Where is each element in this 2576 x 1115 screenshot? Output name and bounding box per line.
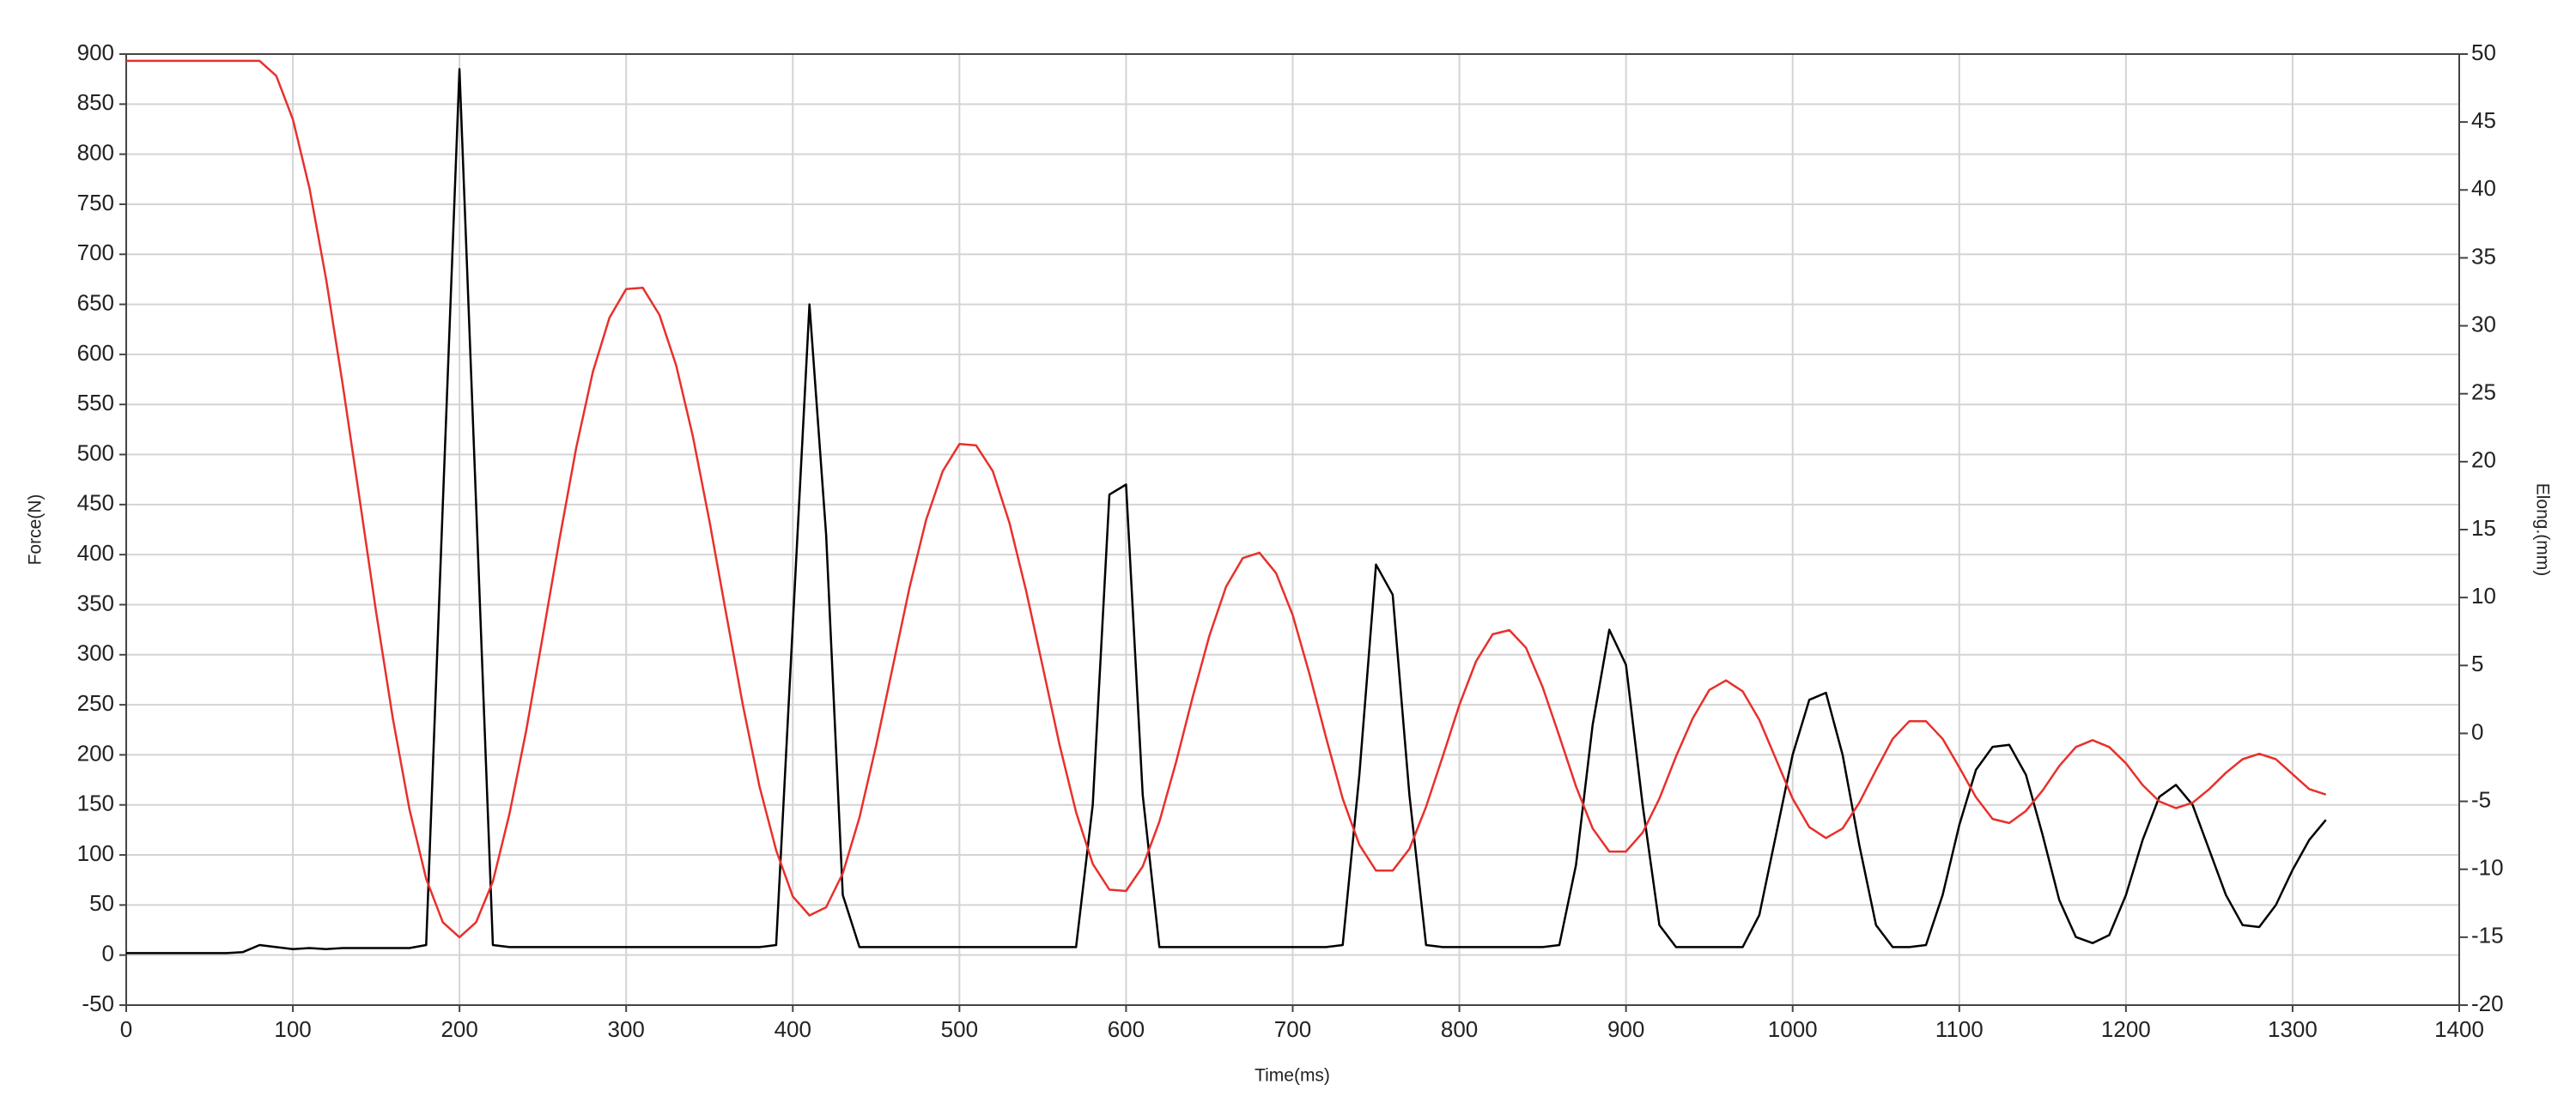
x-tick-label: 1100 xyxy=(1935,1016,1984,1042)
data-line xyxy=(126,59,2327,939)
y-tick-label: 150 xyxy=(77,791,114,816)
y2-tick-label: 35 xyxy=(2471,243,2496,269)
x-tick-label: 0 xyxy=(120,1016,132,1042)
y2-axis-title: Elong.(mm) xyxy=(2532,483,2552,577)
y-tick-label: 400 xyxy=(77,540,114,566)
y-tick-label: 250 xyxy=(77,690,114,716)
y-axis-title: Force(N) xyxy=(26,494,46,566)
y2-tick-label: 40 xyxy=(2471,175,2496,201)
plot-frame xyxy=(125,53,2460,1006)
y2-tick-label: -20 xyxy=(2471,991,2504,1016)
y2-tick-label: -15 xyxy=(2471,923,2504,948)
y2-tick-label: -10 xyxy=(2471,855,2504,881)
x-tick-label: 1200 xyxy=(2101,1016,2151,1042)
y-tick-label: 200 xyxy=(77,740,114,766)
y2-tick-label: 30 xyxy=(2471,311,2496,336)
y-tick-label: -50 xyxy=(82,991,114,1016)
x-tick-label: 1000 xyxy=(1768,1016,1818,1042)
y-tick-label: 850 xyxy=(77,89,114,115)
x-tick-label: 200 xyxy=(440,1016,477,1042)
x-tick-label: 400 xyxy=(775,1016,811,1042)
y2-tick-label: 5 xyxy=(2471,651,2483,676)
x-tick-label: 600 xyxy=(1108,1016,1145,1042)
y2-tick-label: 20 xyxy=(2471,447,2496,473)
y2-tick-label: 25 xyxy=(2471,379,2496,405)
y2-tick-label: 10 xyxy=(2471,583,2496,609)
y-tick-label: 0 xyxy=(102,941,114,967)
y-tick-label: 750 xyxy=(77,190,114,215)
y2-tick-label: 0 xyxy=(2471,718,2483,744)
y-tick-label: 800 xyxy=(77,140,114,166)
x-tick-label: 700 xyxy=(1274,1016,1311,1042)
y2-tick-label: 45 xyxy=(2471,107,2496,133)
y-tick-label: 600 xyxy=(77,340,114,366)
x-tick-label: 800 xyxy=(1441,1016,1478,1042)
data-line xyxy=(126,68,2327,954)
y-tick-label: 350 xyxy=(77,590,114,615)
y-tick-label: 650 xyxy=(77,289,114,315)
y-tick-label: 300 xyxy=(77,640,114,666)
y2-tick-label: 50 xyxy=(2471,39,2496,65)
y-tick-label: 50 xyxy=(89,890,114,916)
x-tick-label: 500 xyxy=(941,1016,978,1042)
x-tick-label: 100 xyxy=(274,1016,311,1042)
x-tick-label: 900 xyxy=(1607,1016,1644,1042)
x-axis-title: Time(ms) xyxy=(1255,1066,1330,1086)
y-tick-label: 550 xyxy=(77,390,114,415)
y-tick-label: 450 xyxy=(77,490,114,516)
x-tick-label: 300 xyxy=(608,1016,645,1042)
x-tick-label: 1300 xyxy=(2268,1016,2318,1042)
y-tick-label: 100 xyxy=(77,840,114,866)
y-tick-label: 500 xyxy=(77,439,114,465)
y2-tick-label: 15 xyxy=(2471,515,2496,541)
x-tick-label: 1400 xyxy=(2434,1016,2484,1042)
y-tick-label: 900 xyxy=(77,39,114,65)
y2-tick-label: -5 xyxy=(2471,786,2491,812)
y-tick-label: 700 xyxy=(77,239,114,265)
